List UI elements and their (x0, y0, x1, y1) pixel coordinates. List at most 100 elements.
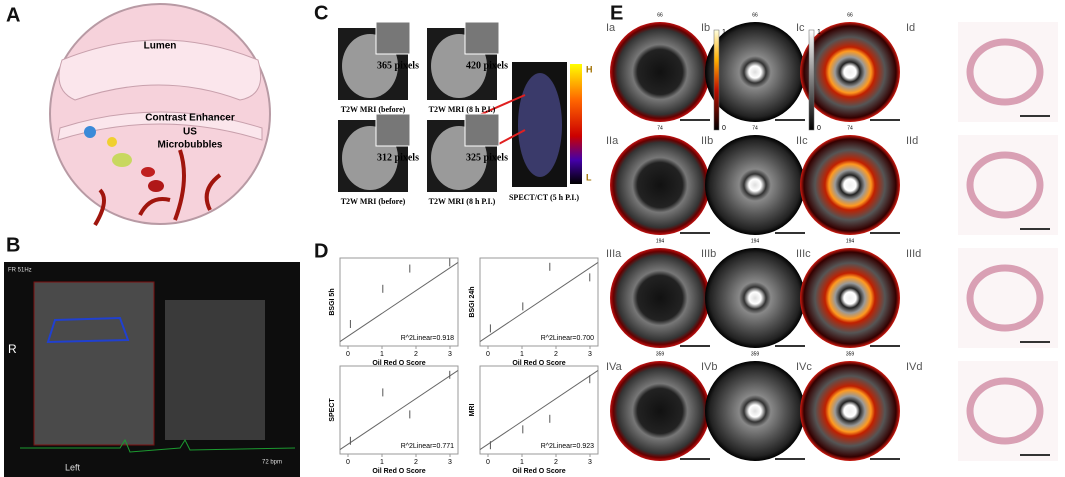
x-axis-label: Oil Red O Score (512, 468, 565, 475)
x-tick-label: 1 (380, 459, 384, 466)
panel-b: B R Left FR 51Hz 72 bpm (4, 234, 300, 477)
x-tick-label: 1 (520, 459, 524, 466)
frame-number: 359 (656, 351, 665, 357)
label: FR 51Hz (8, 268, 32, 274)
image-label: IVa (606, 361, 623, 373)
panel-a: A Lumen Contrast Enhancer US Microbubble… (6, 3, 271, 227)
x-tick-label: 2 (554, 459, 558, 466)
x-tick-label: 3 (588, 459, 592, 466)
x-tick-label: 0 (346, 351, 350, 358)
image-label: IIb (701, 135, 713, 147)
r2-label: R^2Linear=0.923 (541, 443, 594, 450)
histology-tissue (966, 264, 1044, 332)
fit-line (479, 261, 599, 343)
ivus-image (705, 135, 805, 235)
image-label: Ic (796, 22, 805, 34)
image-label: IVb (701, 361, 718, 373)
cell (141, 167, 155, 177)
r2-label: R^2Linear=0.771 (401, 443, 454, 450)
pixel-label: 325 pixels (466, 152, 508, 163)
ivus-image (610, 22, 710, 122)
ivus-image (800, 22, 900, 122)
histology-tissue (966, 151, 1044, 219)
y-axis-label: SPECT (329, 398, 336, 422)
r2-label: R^2Linear=0.700 (541, 335, 594, 342)
frame-number: 66 (657, 12, 663, 18)
cell (107, 137, 117, 147)
side-label: R (8, 342, 17, 356)
label: Contrast Enhancer (145, 113, 235, 124)
inset (375, 113, 411, 147)
colorbar-max: 1 (817, 29, 821, 36)
colorbar-min: 0 (722, 125, 726, 132)
x-tick-label: 1 (520, 351, 524, 358)
scale-label: H (586, 64, 593, 74)
spect-body (518, 73, 562, 177)
pixel-label: 365 pixels (377, 60, 419, 71)
panel-label: D (314, 240, 328, 262)
cell (84, 126, 96, 138)
panel-label: A (6, 4, 20, 26)
caption: T2W MRI (before) (341, 105, 406, 114)
frame-number: 66 (752, 12, 758, 18)
y-axis-label: BSGI 24h (469, 286, 476, 317)
ivus-image (800, 135, 900, 235)
panel-label: B (6, 234, 20, 256)
ivus-image (610, 248, 710, 348)
caption: SPECT/CT (5 h P.I.) (509, 193, 579, 202)
x-axis-label: Oil Red O Score (512, 360, 565, 367)
frame-number: 66 (847, 12, 853, 18)
image-label: IIa (606, 135, 619, 147)
ivus-image (705, 22, 805, 122)
x-tick-label: 2 (414, 351, 418, 358)
image-label: IVd (906, 361, 923, 373)
ultrasound-image (33, 281, 155, 446)
frame-number: 74 (752, 125, 758, 131)
histology-tissue (966, 38, 1044, 106)
x-tick-label: 3 (448, 351, 452, 358)
histology-tissue (966, 377, 1044, 445)
image-label: IIIb (701, 248, 716, 260)
frame-number: 74 (657, 125, 663, 131)
cell (112, 153, 132, 167)
panel-d: D 0 1 2 3 Oil Red O Score BSGI 5h R^2Linear=0.… (314, 240, 599, 475)
x-tick-label: 1 (380, 351, 384, 358)
ivus-image (800, 361, 900, 461)
ivus-image (610, 135, 710, 235)
ivus-image (800, 248, 900, 348)
image-label: Ib (701, 22, 710, 34)
x-tick-label: 3 (448, 459, 452, 466)
lumen-shape (58, 39, 262, 101)
x-tick-label: 2 (554, 351, 558, 358)
panel-label: E (610, 2, 623, 24)
image-label: Id (906, 22, 915, 34)
panel-e: E 66 Ia 66 Ib 66 Ic Id 74 IIa 74 IIb 74 IIc IId 194 III… (606, 2, 1058, 461)
frame-number: 359 (751, 351, 760, 357)
label: 72 bpm (262, 460, 282, 466)
caption: T2W MRI (before) (341, 197, 406, 206)
image-label: Ia (606, 22, 616, 34)
fit-line (479, 369, 599, 451)
scale-label: L (586, 172, 592, 182)
y-axis-label: MRI (469, 404, 476, 417)
x-axis-label: Oil Red O Score (372, 468, 425, 475)
lumen-label: Lumen (144, 41, 177, 52)
colorbar (808, 29, 815, 131)
inset (464, 21, 500, 55)
frame-number: 194 (751, 238, 760, 244)
y-axis-label: BSGI 5h (329, 288, 336, 315)
frame-number: 194 (656, 238, 665, 244)
colorbar-max: 1 (722, 29, 726, 36)
panel-label: C (314, 2, 328, 24)
pixel-label: 312 pixels (377, 152, 419, 163)
frame-number: 74 (847, 125, 853, 131)
x-tick-label: 3 (588, 351, 592, 358)
inset (464, 113, 500, 147)
image-label: IIId (906, 248, 921, 260)
fit-line (339, 369, 459, 451)
label: Microbubbles (157, 140, 222, 151)
spect-colorbar (570, 64, 582, 184)
frame-number: 194 (846, 238, 855, 244)
x-tick-label: 0 (486, 351, 490, 358)
